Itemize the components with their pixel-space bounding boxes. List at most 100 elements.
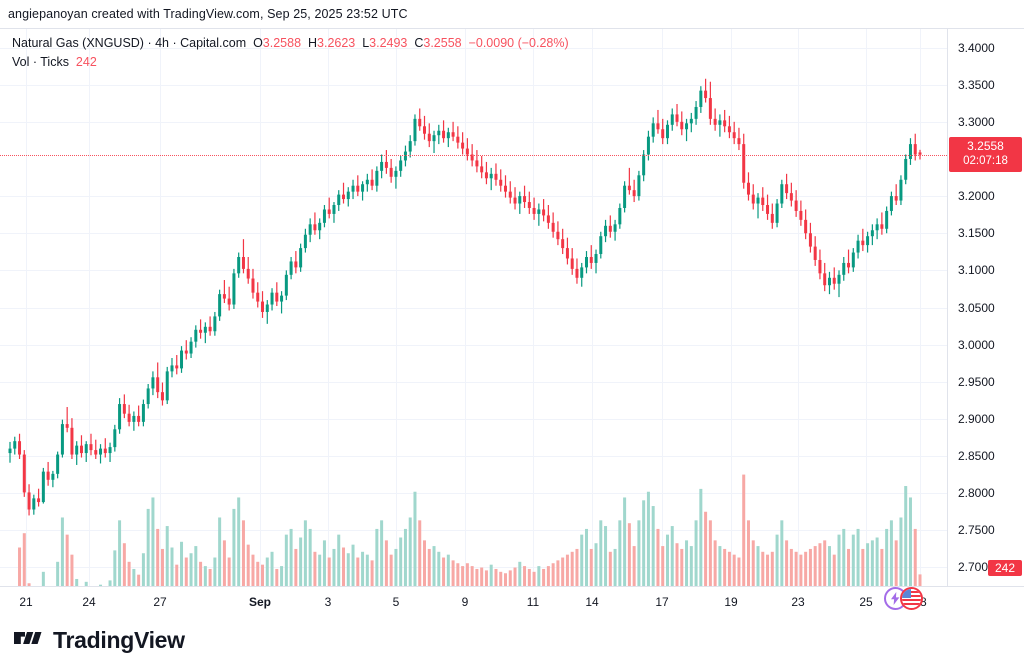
- volume-bar: [60, 517, 64, 586]
- candle-body: [494, 173, 498, 180]
- grid-line-horizontal: [0, 121, 947, 123]
- volume-bar: [632, 546, 636, 586]
- candle-body: [856, 240, 860, 253]
- candle-body: [408, 141, 412, 152]
- candle-body: [113, 429, 117, 448]
- grid-line-horizontal: [0, 418, 947, 420]
- volume-bar: [246, 544, 250, 586]
- volume-bar: [318, 554, 322, 586]
- lightning-bolt-glyph: [891, 592, 900, 605]
- candle-body: [456, 136, 460, 143]
- volume-bar: [113, 550, 117, 586]
- volume-bar: [41, 571, 45, 586]
- grid-line-horizontal: [0, 530, 947, 532]
- candle-body: [723, 120, 727, 127]
- candle-body: [237, 257, 241, 274]
- volume-bar: [56, 561, 60, 586]
- chart-plot-area[interactable]: [0, 29, 947, 586]
- tradingview-brand-text: TradingView: [53, 626, 185, 653]
- candle-body: [808, 233, 812, 247]
- time-scale[interactable]: 212427Sep35911141719232528: [0, 586, 1024, 616]
- volume-bar: [489, 564, 493, 586]
- candle-body: [832, 277, 836, 284]
- candle-body: [442, 130, 446, 139]
- volume-bar: [699, 488, 703, 586]
- candle-body: [41, 471, 45, 503]
- volume-bar: [775, 534, 779, 586]
- candle-body: [246, 268, 250, 279]
- volume-bar: [70, 554, 74, 586]
- candle-body: [199, 329, 203, 333]
- grid-line-horizontal: [0, 456, 947, 458]
- candle-wick: [138, 405, 140, 427]
- volume-bar: [418, 520, 422, 586]
- volume-bar: [723, 548, 727, 586]
- volume-bar: [175, 564, 179, 586]
- candle-body: [889, 196, 893, 211]
- candle-body: [346, 191, 350, 200]
- volume-bar: [551, 563, 555, 586]
- volume-bar: [18, 547, 22, 586]
- volume-bar: [508, 570, 512, 586]
- price-scale-label: 3.3500: [958, 77, 995, 92]
- volume-bar: [203, 566, 207, 586]
- volume-bar: [751, 540, 755, 586]
- candle-body: [737, 138, 741, 145]
- volume-bar: [251, 554, 255, 586]
- candle-body: [842, 262, 846, 275]
- grid-line-vertical: [798, 29, 799, 586]
- candle-body: [261, 301, 265, 312]
- candle-body: [613, 224, 617, 232]
- candle-wick: [433, 130, 435, 154]
- candle-body: [180, 350, 184, 369]
- grid-line-horizontal: [0, 381, 947, 383]
- volume-bar: [518, 561, 522, 586]
- volume-bar: [365, 554, 369, 586]
- us-flag-icon[interactable]: [900, 587, 923, 610]
- volume-bar: [208, 568, 212, 586]
- candle-body: [127, 413, 131, 422]
- volume-bar: [861, 548, 865, 586]
- candle-body: [65, 424, 69, 428]
- candle-body: [785, 184, 789, 194]
- candle-body: [651, 123, 655, 137]
- volume-bar: [261, 564, 265, 586]
- candle-body: [489, 173, 493, 179]
- volume-bar: [708, 520, 712, 586]
- volume-bar: [427, 548, 431, 586]
- candle-body: [137, 415, 141, 422]
- candle-body: [675, 114, 679, 122]
- candle-body: [584, 257, 588, 268]
- volume-bar: [480, 567, 484, 586]
- volume-bar: [475, 568, 479, 586]
- candle-body: [561, 239, 565, 249]
- price-scale[interactable]: 3.4000 3.3500 3.3000 3.2000 3.1500 3.1000 3.05…: [947, 29, 1024, 586]
- candle-body: [365, 179, 369, 185]
- candle-body: [299, 248, 303, 268]
- candle-body: [18, 441, 22, 455]
- candle-wick: [862, 228, 864, 252]
- volume-bar: [746, 520, 750, 586]
- volume-bar: [327, 557, 331, 586]
- candle-body: [656, 123, 660, 130]
- candle-body: [475, 160, 479, 167]
- candle-wick: [395, 166, 397, 189]
- candle-body: [213, 316, 217, 332]
- candle-body: [151, 377, 155, 389]
- candle-body: [599, 236, 603, 255]
- volume-bar: [689, 546, 693, 586]
- candle-body: [118, 404, 122, 430]
- candle-body: [751, 194, 755, 204]
- candle-body: [646, 136, 650, 155]
- candle-body: [222, 294, 226, 299]
- volume-bar: [127, 561, 131, 586]
- candle-body: [880, 224, 884, 229]
- volume-bar: [847, 548, 851, 586]
- candle-body: [103, 448, 107, 454]
- volume-bar: [670, 526, 674, 586]
- volume-bar: [484, 570, 488, 586]
- price-scale-label: 3.2000: [958, 189, 995, 204]
- volume-bar: [118, 520, 122, 586]
- volume-bar: [465, 563, 469, 586]
- price-scale-label: 2.8500: [958, 449, 995, 464]
